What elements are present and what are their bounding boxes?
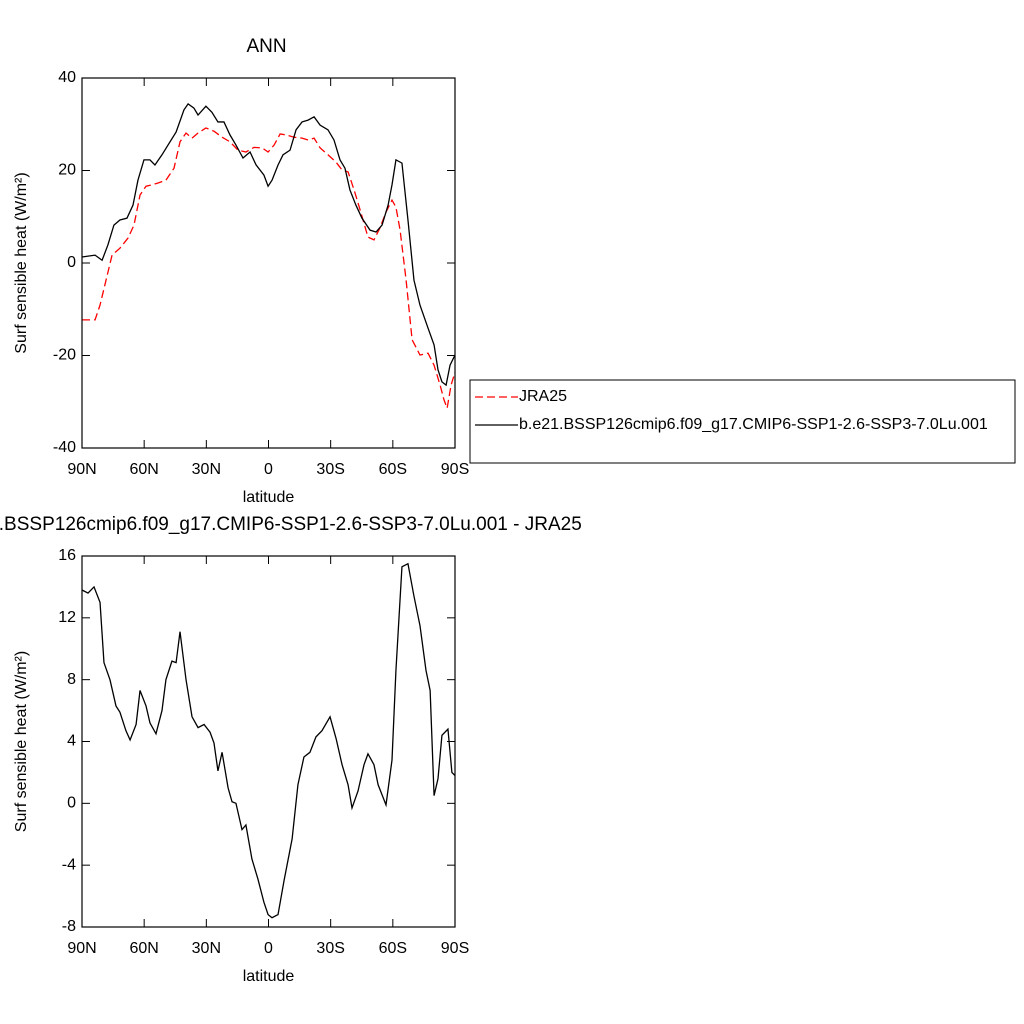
x-axis-label: latitude [243,489,295,506]
x-tick-label: 30S [316,461,344,478]
y-axis-label: Surf sensible heat (W/m²) [13,172,30,353]
x-tick-label: 30S [316,940,344,957]
x-tick-label: 90S [441,940,469,957]
y-tick-label: 16 [58,547,76,564]
y-tick-label: -20 [53,347,76,364]
y-tick-label: 20 [58,162,76,179]
legend-box [469,379,1016,464]
y-tick-label: -8 [62,918,76,935]
y-tick-label: -40 [53,439,76,456]
y-tick-label: -4 [62,856,76,873]
x-tick-label: 0 [264,940,273,957]
x-tick-label: 60N [129,461,158,478]
legend-label: JRA25 [519,388,567,405]
y-tick-label: 0 [67,254,76,271]
plot-frame [81,77,456,449]
legend-label: b.e21.BSSP126cmip6.f09_g17.CMIP6-SSP1-2.… [519,416,988,433]
x-axis-label: latitude [243,968,295,985]
x-tick-label: 90N [67,940,96,957]
x-tick-label: 0 [264,461,273,478]
y-tick-label: 0 [67,795,76,812]
chart-title: b.e21.BSSP126cmip6.f09_g17.CMIP6-SSP1-2.… [0,514,582,535]
x-tick-label: 90N [67,461,96,478]
y-tick-label: 40 [58,69,76,86]
y-tick-label: 4 [67,733,76,750]
y-tick-label: 12 [58,609,76,626]
line-series [81,562,456,919]
x-tick-label: 60S [379,940,407,957]
x-tick-label: 90S [441,461,469,478]
plot-frame [81,555,456,928]
x-tick-label: 30N [192,461,221,478]
chart-title: ANN [246,36,286,57]
line-series [81,102,456,387]
y-tick-label: 8 [67,671,76,688]
x-tick-label: 60N [129,940,158,957]
x-tick-label: 30N [192,940,221,957]
line-series [82,127,456,411]
y-axis-label: Surf sensible heat (W/m²) [13,651,30,832]
x-tick-label: 60S [379,461,407,478]
